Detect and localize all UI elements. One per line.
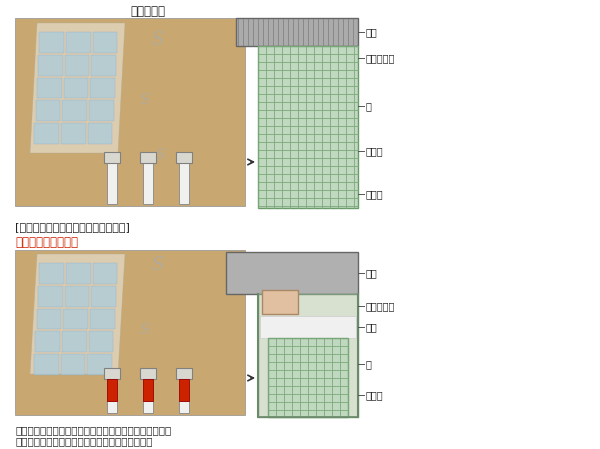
Bar — [15, 250, 245, 415]
Bar — [35, 331, 60, 352]
Text: S: S — [152, 256, 164, 274]
Polygon shape — [30, 23, 125, 153]
Text: 桅主筋: 桅主筋 — [366, 189, 383, 199]
Bar — [140, 152, 156, 163]
Polygon shape — [30, 254, 125, 374]
Text: 基础: 基础 — [366, 268, 378, 278]
Text: 鉱管: 鉱管 — [366, 322, 378, 332]
Text: 港頭部を回転しやすくすることで、基础・桅の省力化を: 港頭部を回転しやすくすることで、基础・桅の省力化を — [15, 425, 171, 435]
Text: 桅: 桅 — [366, 359, 372, 369]
Bar — [107, 379, 117, 401]
Bar — [37, 78, 62, 98]
Bar — [66, 263, 91, 284]
Bar — [236, 18, 358, 46]
Bar — [176, 152, 192, 163]
Bar — [64, 308, 88, 330]
Bar — [262, 290, 298, 314]
Text: 桅頭接合部: 桅頭接合部 — [366, 301, 395, 311]
Bar — [88, 123, 112, 144]
Bar — [61, 354, 85, 375]
Bar — [143, 401, 153, 413]
Bar — [34, 123, 59, 144]
Bar — [90, 78, 115, 98]
Bar — [40, 32, 64, 53]
Bar — [179, 163, 189, 204]
Bar — [104, 368, 120, 379]
Bar — [258, 46, 358, 208]
Text: S: S — [152, 31, 164, 49]
Bar — [104, 152, 120, 163]
Bar — [143, 163, 153, 204]
Text: 図ると伴に、桅および基础の破損を低減します。: 図ると伴に、桅および基础の破損を低減します。 — [15, 436, 152, 446]
Bar — [66, 32, 91, 53]
Bar — [90, 308, 115, 330]
Bar — [88, 354, 112, 375]
Bar — [92, 263, 118, 284]
Text: [場所打ちコンクリートを用いた工法]: [場所打ちコンクリートを用いた工法] — [15, 222, 130, 232]
Text: 桅主筋定着: 桅主筋定着 — [366, 53, 395, 63]
Bar — [226, 252, 358, 294]
Bar — [65, 286, 89, 307]
Bar — [62, 331, 86, 352]
Bar — [89, 331, 113, 352]
Bar — [38, 55, 63, 75]
Text: フープ: フープ — [366, 146, 383, 156]
Bar — [179, 401, 189, 413]
Text: 桅主筋: 桅主筋 — [366, 390, 383, 400]
Text: 地震発生時: 地震発生時 — [131, 5, 166, 18]
Bar — [140, 368, 156, 379]
Bar — [61, 123, 86, 144]
Bar — [143, 379, 153, 401]
Text: S: S — [140, 93, 150, 107]
Bar — [62, 101, 87, 121]
Bar — [179, 379, 189, 401]
Text: S: S — [140, 323, 150, 337]
Bar — [38, 286, 62, 307]
Bar — [65, 55, 89, 75]
Bar — [258, 294, 358, 417]
Bar — [268, 338, 348, 417]
Bar — [64, 78, 88, 98]
Text: 桅: 桅 — [366, 101, 372, 111]
Bar — [37, 308, 61, 330]
Bar — [107, 163, 117, 204]
Bar — [36, 101, 61, 121]
Bar — [260, 316, 356, 338]
Bar — [91, 286, 116, 307]
Bar — [176, 368, 192, 379]
Bar — [40, 263, 64, 284]
Bar — [91, 55, 116, 75]
Text: 本工法　地震発生時: 本工法 地震発生時 — [15, 236, 78, 249]
Bar — [107, 401, 117, 413]
Bar — [89, 101, 114, 121]
Text: S: S — [155, 148, 165, 162]
Bar — [34, 354, 59, 375]
Bar — [15, 18, 245, 206]
Text: 基础: 基础 — [366, 27, 378, 37]
Bar — [93, 32, 118, 53]
